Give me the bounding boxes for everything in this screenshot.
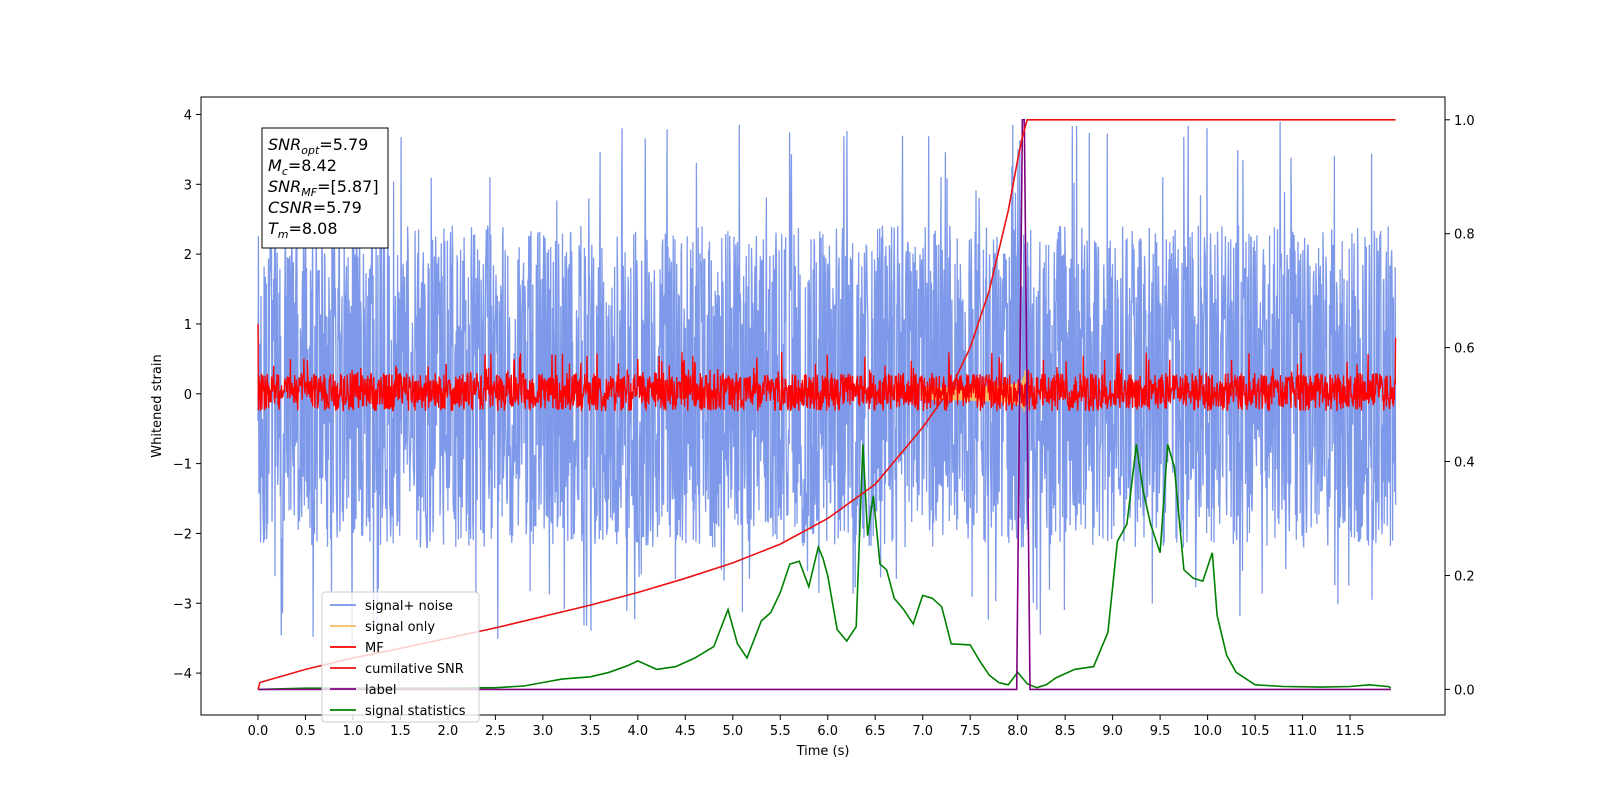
series-signal-statistics-line: [257, 444, 1392, 691]
annotation-symbol: T: [268, 219, 279, 238]
annotation-subscript: m: [278, 228, 289, 241]
x-tick-label: 7.0: [912, 724, 933, 739]
legend: signal+ noise signal only MF cumilative SNR…: [321, 591, 480, 723]
x-tick-label: 4.0: [627, 724, 648, 739]
y2-tick-label: 0.8: [1454, 228, 1475, 243]
y-tick-label: 4: [184, 108, 192, 123]
annotation-line: CSNR=5.79: [268, 198, 362, 217]
y2-tick-label: 0.2: [1454, 569, 1475, 584]
y-tick-label: −4: [173, 667, 192, 682]
legend-label: signal+ noise: [365, 599, 453, 614]
x-axis: 0.0 0.5 1.0 1.5 2.0 2.5 3.0 3.5 4.0 4.5 5.0 5.5 6.0 6…: [248, 715, 1365, 739]
x-tick-label: 9.0: [1102, 724, 1123, 739]
annotation-subscript: opt: [301, 144, 320, 157]
y-tick-label: 0: [184, 388, 192, 403]
x-tick-label: 2.0: [438, 724, 459, 739]
y-tick-label: 1: [184, 318, 192, 333]
plot-frame: [200, 96, 1446, 716]
annotation-symbol: M: [268, 156, 282, 175]
annotation-value: =[5.87]: [317, 177, 379, 196]
annotation-line: Tm=8.08: [268, 219, 338, 241]
x-tick-label: 3.5: [580, 724, 601, 739]
y2-tick-label: 0.0: [1454, 683, 1475, 698]
x-tick-label: 0.5: [295, 724, 316, 739]
annotation-symbol: SNR: [268, 177, 301, 196]
x-tick-label: 10.5: [1241, 724, 1270, 739]
x-tick-label: 4.5: [675, 724, 696, 739]
x-tick-label: 3.0: [533, 724, 554, 739]
annotation-subscript: MF: [301, 186, 317, 199]
y-tick-label: −3: [173, 597, 192, 612]
x-tick-label: 9.5: [1150, 724, 1171, 739]
x-tick-label: 6.0: [817, 724, 838, 739]
annotation-value: =8.08: [289, 219, 338, 238]
series-mf-line: [257, 323, 1397, 412]
y-axis-label: Whitened strain: [150, 354, 165, 457]
annotation-line: Mc=8.42: [268, 156, 337, 178]
x-tick-label: 5.0: [722, 724, 743, 739]
y-tick-label: 3: [184, 178, 192, 193]
x-tick-label: 8.0: [1007, 724, 1028, 739]
annotation-line: SNRopt=5.79: [268, 135, 368, 157]
y-tick-label: −1: [173, 458, 192, 473]
legend-label: MF: [365, 641, 384, 656]
y-axis-left: −4 −3 −2 −1 0 1 2 3 4: [173, 108, 201, 682]
series-signal-noise-line: [257, 121, 1397, 645]
x-tick-label: 1.5: [390, 724, 411, 739]
x-tick-label: 5.5: [770, 724, 791, 739]
y2-tick-label: 0.6: [1454, 342, 1475, 357]
x-tick-label: 1.0: [343, 724, 364, 739]
annotation-box: SNRopt=5.79Mc=8.42SNRMF=[5.87]CSNR=5.79T…: [261, 127, 389, 249]
annotation-value: =5.79: [313, 198, 362, 217]
x-tick-label: 10.0: [1193, 724, 1222, 739]
annotation-frame: [261, 127, 389, 249]
y-axis-right: 0.0 0.2 0.4 0.6 0.8 1.0: [1445, 114, 1475, 698]
data-layer: [257, 119, 1397, 691]
x-tick-label: 11.0: [1288, 724, 1317, 739]
x-tick-label: 0.0: [248, 724, 269, 739]
y2-tick-label: 0.4: [1454, 456, 1475, 471]
annotation-line: SNRMF=[5.87]: [268, 177, 379, 199]
annotation-value: =8.42: [288, 156, 337, 175]
annotation-value: =5.79: [319, 135, 368, 154]
x-tick-label: 11.5: [1336, 724, 1365, 739]
x-tick-label: 8.5: [1055, 724, 1076, 739]
annotation-symbol: CSNR: [268, 198, 313, 217]
legend-label: label: [365, 683, 396, 698]
legend-label: signal statistics: [365, 704, 466, 719]
x-tick-label: 2.5: [485, 724, 506, 739]
annotation-subscript: c: [282, 165, 288, 178]
legend-label: cumilative SNR: [365, 662, 464, 677]
series-label-line: [258, 119, 1391, 691]
y2-tick-label: 1.0: [1454, 114, 1475, 129]
y-tick-label: −2: [173, 527, 192, 542]
legend-frame: [321, 591, 480, 723]
y-tick-label: 2: [184, 248, 192, 263]
x-axis-label: Time (s): [796, 744, 850, 759]
x-tick-label: 7.5: [960, 724, 981, 739]
legend-label: signal only: [365, 620, 435, 635]
x-tick-label: 6.5: [865, 724, 886, 739]
annotation-symbol: SNR: [268, 135, 301, 154]
